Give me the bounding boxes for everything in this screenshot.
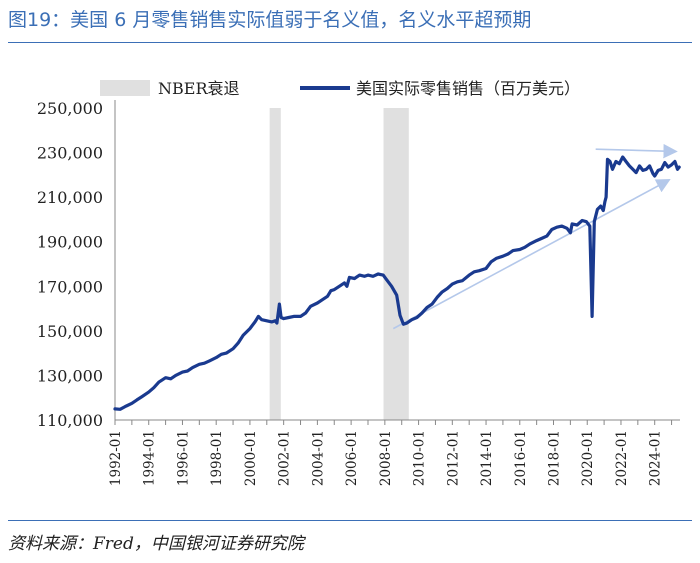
- legend: NBER衰退 美国实际零售销售（百万美元）: [100, 79, 580, 98]
- legend-band-label: NBER衰退: [158, 79, 240, 98]
- x-tick-label: 2012-01: [445, 430, 461, 486]
- y-tick-label: 210,000: [37, 188, 103, 207]
- series-group: [113, 155, 681, 411]
- x-tick-label: 2022-01: [614, 430, 630, 486]
- x-tick-label: 2014-01: [479, 430, 495, 486]
- x-tick-label: 2000-01: [243, 430, 259, 486]
- x-tick-label: 1996-01: [175, 430, 191, 486]
- y-tick-label: 130,000: [37, 366, 103, 385]
- legend-band-swatch: [100, 80, 150, 96]
- y-tick-labels: 250,000 230,000 210,000 190,000 170,000 150,0…: [37, 99, 103, 430]
- series-line-0: [113, 155, 681, 411]
- y-tick-label: 170,000: [37, 277, 103, 296]
- y-tick-label: 250,000: [37, 99, 103, 118]
- y-tick-label: 230,000: [37, 144, 103, 163]
- axes: [114, 100, 680, 425]
- recession-bands: [269, 108, 409, 420]
- source-note: 资料来源：Fred，中国银河证券研究院: [8, 534, 304, 554]
- line-chart: NBER衰退 美国实际零售销售（百万美元） 250,000 230,000 210,…: [37, 79, 681, 486]
- x-tick-label: 1992-01: [108, 430, 124, 486]
- x-tick-label: 1994-01: [142, 430, 158, 486]
- source-rule: [8, 520, 692, 521]
- x-tick-label: 2024-01: [648, 430, 664, 486]
- x-tick-labels: 1992-01 1994-01 1996-01 1998-01 2000-01 2002-…: [108, 430, 664, 486]
- x-tick-label: 1998-01: [209, 430, 225, 486]
- y-tick-label: 110,000: [37, 411, 103, 430]
- legend-series-label: 美国实际零售销售（百万美元）: [356, 79, 580, 98]
- trend-arrow-0: [595, 143, 678, 159]
- x-tick-label: 2010-01: [412, 430, 428, 486]
- recession-band-1: [383, 108, 409, 420]
- y-tick-label: 150,000: [37, 322, 103, 341]
- x-tick-label: 2006-01: [344, 430, 360, 486]
- y-tick-label: 190,000: [37, 233, 103, 252]
- recession-band-0: [269, 108, 281, 420]
- chart-title: 图19：美国 6 月零售销售实际值弱于名义值，名义水平超预期: [8, 9, 532, 31]
- x-tick-label: 2004-01: [310, 430, 326, 486]
- trend-arrow-1: [392, 179, 671, 330]
- x-tick-label: 2002-01: [277, 430, 293, 486]
- x-tick-label: 2018-01: [547, 430, 563, 486]
- x-tick-label: 2016-01: [513, 430, 529, 486]
- trend-arrows: [392, 143, 678, 330]
- x-tick-label: 2008-01: [378, 430, 394, 486]
- title-rule: [8, 42, 692, 43]
- x-tick-label: 2020-01: [580, 430, 596, 486]
